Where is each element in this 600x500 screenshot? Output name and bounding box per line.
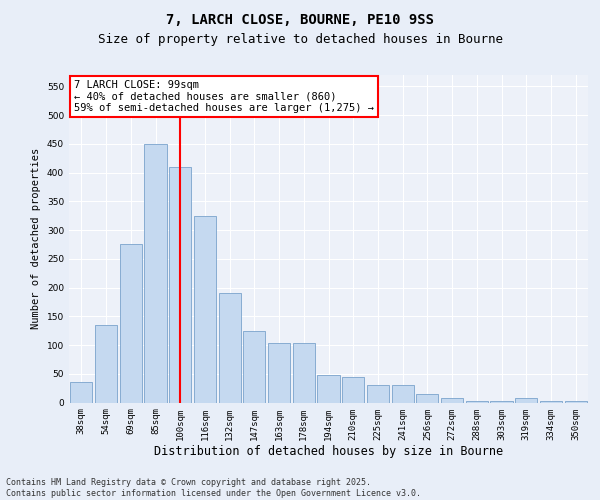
Bar	[416, 394, 439, 402]
Bar	[367, 386, 389, 402]
Text: Size of property relative to detached houses in Bourne: Size of property relative to detached ho…	[97, 32, 503, 46]
Bar	[342, 376, 364, 402]
Bar	[70, 382, 92, 402]
Bar	[515, 398, 538, 402]
Bar	[466, 401, 488, 402]
Bar	[317, 376, 340, 402]
Bar	[145, 144, 167, 403]
Bar	[169, 167, 191, 402]
Bar	[95, 325, 117, 402]
Bar	[194, 216, 216, 402]
Text: 7 LARCH CLOSE: 99sqm
← 40% of detached houses are smaller (860)
59% of semi-deta: 7 LARCH CLOSE: 99sqm ← 40% of detached h…	[74, 80, 374, 113]
Bar	[119, 244, 142, 402]
Bar	[441, 398, 463, 402]
Text: Contains HM Land Registry data © Crown copyright and database right 2025.
Contai: Contains HM Land Registry data © Crown c…	[6, 478, 421, 498]
Bar	[540, 401, 562, 402]
Y-axis label: Number of detached properties: Number of detached properties	[31, 148, 41, 330]
Bar	[218, 294, 241, 403]
Bar	[268, 344, 290, 402]
X-axis label: Distribution of detached houses by size in Bourne: Distribution of detached houses by size …	[154, 445, 503, 458]
Bar	[243, 330, 265, 402]
Bar	[392, 386, 414, 402]
Text: 7, LARCH CLOSE, BOURNE, PE10 9SS: 7, LARCH CLOSE, BOURNE, PE10 9SS	[166, 12, 434, 26]
Bar	[293, 344, 315, 402]
